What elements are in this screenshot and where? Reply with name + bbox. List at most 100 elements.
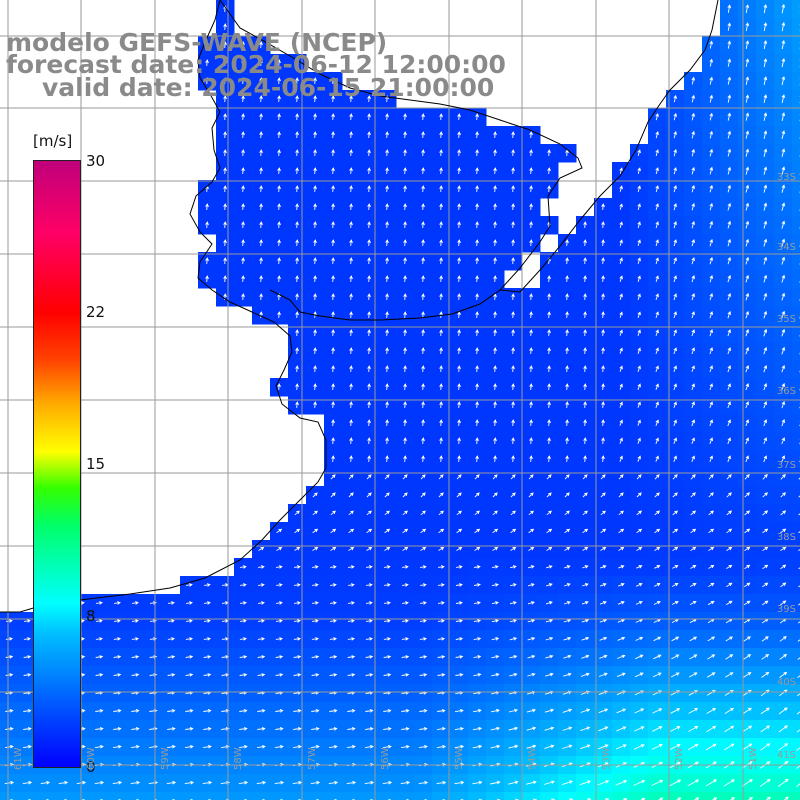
wind-speed-cell bbox=[36, 792, 55, 800]
wind-arrow bbox=[547, 329, 551, 336]
wind-arrow bbox=[295, 401, 299, 408]
wind-arrow bbox=[565, 401, 569, 408]
wind-arrow bbox=[544, 744, 555, 749]
wind-arrow bbox=[276, 565, 283, 569]
wind-arrow bbox=[652, 672, 662, 678]
wind-arrow bbox=[691, 166, 696, 175]
wind-arrow bbox=[745, 455, 749, 463]
wind-arrow bbox=[473, 619, 482, 623]
wind-arrow bbox=[259, 59, 263, 66]
wind-arrow bbox=[223, 185, 227, 192]
wind-arrow bbox=[439, 293, 443, 300]
wind-arrow bbox=[259, 95, 263, 102]
wind-arrow bbox=[655, 149, 659, 157]
wind-arrow bbox=[763, 112, 768, 121]
wind-arrow bbox=[763, 130, 768, 139]
wind-arrow bbox=[383, 726, 392, 731]
wind-arrow bbox=[439, 131, 443, 138]
wind-arrow bbox=[276, 547, 283, 551]
wind-arrow bbox=[690, 546, 697, 551]
wind-arrow bbox=[367, 365, 371, 372]
wind-arrow bbox=[546, 474, 552, 480]
wind-speed-cell bbox=[414, 792, 433, 800]
wind-arrow bbox=[529, 293, 533, 300]
wind-arrow bbox=[456, 565, 463, 569]
wind-arrow bbox=[457, 149, 461, 156]
wind-arrow bbox=[655, 311, 659, 319]
wind-arrow bbox=[403, 275, 407, 282]
wind-arrow bbox=[563, 672, 572, 677]
wind-arrow bbox=[331, 203, 335, 210]
wind-arrow bbox=[673, 239, 677, 247]
wind-arrow bbox=[528, 547, 535, 551]
wind-arrow bbox=[709, 184, 714, 193]
wind-arrow bbox=[687, 743, 699, 751]
wind-arrow bbox=[293, 708, 302, 713]
wind-arrow bbox=[617, 600, 625, 605]
wind-arrow bbox=[275, 673, 284, 677]
wind-arrow bbox=[780, 564, 787, 570]
wind-arrow bbox=[259, 77, 263, 84]
wind-arrow bbox=[295, 293, 299, 300]
wind-arrow bbox=[745, 292, 750, 301]
wind-arrow bbox=[510, 547, 517, 551]
colorbar-unit: [m/s] bbox=[33, 132, 73, 150]
wind-arrow bbox=[672, 528, 679, 534]
wind-arrow bbox=[707, 654, 716, 660]
wind-arrow bbox=[258, 565, 265, 569]
wind-arrow bbox=[637, 437, 641, 444]
wind-arrow bbox=[311, 601, 319, 605]
wind-arrow bbox=[438, 583, 445, 587]
wind-arrow bbox=[619, 203, 623, 210]
wind-arrow bbox=[349, 257, 353, 264]
wind-arrow bbox=[601, 401, 605, 408]
wind-arrow bbox=[437, 726, 446, 731]
wind-arrow bbox=[655, 203, 659, 211]
wind-arrow bbox=[724, 743, 735, 751]
wind-arrow bbox=[475, 113, 479, 120]
wind-speed-cell bbox=[0, 792, 19, 800]
wind-arrow bbox=[383, 673, 392, 677]
wind-arrow bbox=[599, 600, 607, 605]
wind-arrow bbox=[348, 474, 354, 480]
wind-arrow bbox=[275, 726, 284, 731]
wind-arrow bbox=[546, 510, 552, 516]
wind-arrow bbox=[457, 311, 461, 318]
wind-speed-cell bbox=[324, 792, 343, 800]
wind-arrow bbox=[295, 185, 299, 192]
wind-arrow bbox=[543, 780, 555, 785]
wind-arrow bbox=[583, 329, 587, 336]
wind-arrow bbox=[277, 95, 281, 102]
wind-arrow bbox=[579, 780, 592, 786]
lon-label: 61W bbox=[13, 747, 24, 770]
wind-arrow bbox=[781, 382, 786, 391]
wind-arrow bbox=[367, 239, 371, 246]
wind-arrow bbox=[637, 239, 641, 247]
wind-arrow bbox=[583, 401, 587, 408]
wind-arrow bbox=[745, 274, 750, 283]
wind-speed-cell bbox=[126, 792, 145, 800]
wind-arrow bbox=[385, 185, 389, 192]
wind-speed-cell bbox=[342, 792, 361, 800]
wind-arrow bbox=[437, 655, 446, 659]
wind-arrow bbox=[493, 203, 497, 210]
wind-arrow bbox=[709, 58, 714, 67]
wind-arrow bbox=[439, 455, 443, 462]
wind-arrow bbox=[763, 419, 768, 427]
wind-arrow bbox=[402, 547, 409, 551]
wind-arrow bbox=[743, 600, 751, 606]
wind-arrow bbox=[331, 419, 335, 426]
wind-arrow bbox=[796, 765, 800, 769]
wind-arrow bbox=[439, 419, 443, 426]
wind-arrow bbox=[723, 779, 735, 787]
wind-arrow bbox=[563, 583, 571, 587]
wind-arrow bbox=[23, 708, 32, 713]
wind-arrow bbox=[781, 57, 786, 68]
wind-arrow bbox=[113, 708, 122, 713]
wind-arrow bbox=[331, 149, 335, 156]
wind-arrow bbox=[438, 528, 445, 534]
wind-arrow bbox=[239, 673, 248, 677]
wind-arrow bbox=[745, 4, 750, 13]
wind-arrow bbox=[691, 455, 695, 462]
